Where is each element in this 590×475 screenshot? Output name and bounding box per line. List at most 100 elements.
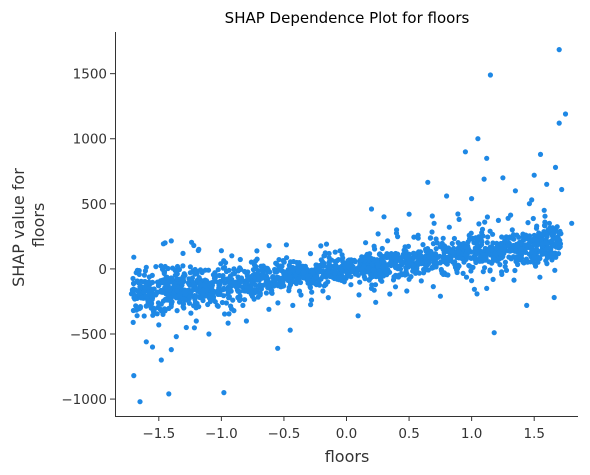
data-point — [345, 263, 351, 270]
data-point — [459, 256, 465, 262]
data-point — [192, 270, 198, 276]
data-point — [237, 256, 243, 263]
outlier-point — [559, 186, 565, 193]
data-point — [398, 256, 404, 262]
data-point — [293, 280, 299, 287]
data-point — [482, 265, 488, 271]
outlier-point — [173, 334, 179, 340]
data-point — [307, 284, 313, 291]
data-point — [476, 221, 482, 227]
data-point — [381, 259, 387, 265]
data-point — [254, 248, 260, 254]
outlier-point — [425, 179, 431, 185]
outlier-point — [551, 294, 557, 301]
data-point — [210, 288, 216, 294]
data-point — [397, 266, 404, 272]
y-axis-label: SHAP value for floors — [9, 163, 48, 287]
data-point — [196, 304, 202, 310]
data-point — [225, 289, 231, 296]
data-point — [143, 264, 149, 270]
data-point — [301, 269, 307, 275]
data-point — [415, 232, 421, 238]
data-point — [544, 254, 551, 261]
data-point — [161, 269, 168, 275]
data-point — [237, 289, 243, 295]
data-point — [167, 287, 173, 293]
data-point — [304, 273, 310, 279]
outlier-point — [368, 285, 375, 291]
data-point — [189, 287, 195, 293]
data-point — [463, 274, 470, 280]
data-point — [200, 291, 206, 297]
data-point — [428, 235, 434, 241]
data-point — [284, 255, 290, 261]
data-point — [532, 260, 538, 266]
data-point — [433, 236, 439, 242]
data-point — [554, 224, 560, 230]
data-point — [542, 223, 548, 229]
data-point — [363, 240, 369, 246]
data-point — [380, 264, 386, 270]
data-point — [374, 257, 380, 263]
data-point — [296, 288, 303, 294]
data-point — [135, 280, 141, 286]
data-point — [348, 282, 354, 288]
data-point — [176, 299, 183, 305]
data-point — [179, 282, 185, 288]
outlier-point — [524, 302, 530, 308]
data-point — [207, 294, 213, 301]
data-point — [221, 286, 227, 292]
x-tick-label: 1.5 — [523, 426, 544, 442]
data-point — [355, 266, 361, 272]
data-point — [212, 275, 218, 281]
outlier-point — [131, 373, 137, 379]
data-point — [440, 271, 446, 277]
data-point — [331, 274, 337, 280]
data-point — [174, 308, 180, 314]
x-axis-label: floors — [325, 447, 370, 466]
data-point — [171, 280, 177, 286]
data-point — [468, 268, 474, 274]
x-tick-label: 0.5 — [398, 426, 419, 442]
data-point — [387, 291, 393, 297]
y-axis-label-line-2: floors — [29, 203, 48, 248]
data-point — [479, 226, 486, 232]
data-point — [481, 256, 487, 262]
data-point — [182, 272, 188, 278]
data-point — [215, 303, 221, 309]
data-point — [335, 257, 342, 263]
data-point — [215, 267, 221, 273]
data-point — [149, 279, 156, 285]
outlier-point — [196, 246, 202, 252]
data-point — [512, 267, 518, 274]
outlier-point — [137, 399, 143, 405]
data-point — [153, 264, 159, 270]
data-point — [312, 280, 318, 286]
data-point — [403, 248, 409, 254]
data-point — [460, 270, 466, 276]
data-point — [222, 280, 228, 286]
data-point — [498, 245, 504, 251]
data-point — [231, 266, 237, 272]
data-point — [505, 241, 511, 247]
data-point — [492, 250, 498, 257]
data-point — [480, 252, 486, 258]
data-point — [235, 268, 241, 274]
data-point — [149, 295, 156, 301]
data-point — [355, 313, 361, 319]
data-point — [226, 294, 232, 300]
data-point — [456, 244, 462, 250]
data-point — [143, 293, 149, 299]
data-point — [180, 250, 186, 256]
data-point — [259, 267, 265, 273]
data-point — [440, 235, 446, 241]
data-point — [189, 275, 195, 281]
data-point — [207, 298, 213, 305]
data-point — [431, 256, 437, 262]
data-point — [515, 261, 521, 268]
outlier-point — [231, 308, 237, 314]
data-point — [421, 270, 427, 276]
data-point — [288, 279, 294, 286]
data-point — [373, 299, 379, 305]
data-point — [497, 262, 503, 268]
